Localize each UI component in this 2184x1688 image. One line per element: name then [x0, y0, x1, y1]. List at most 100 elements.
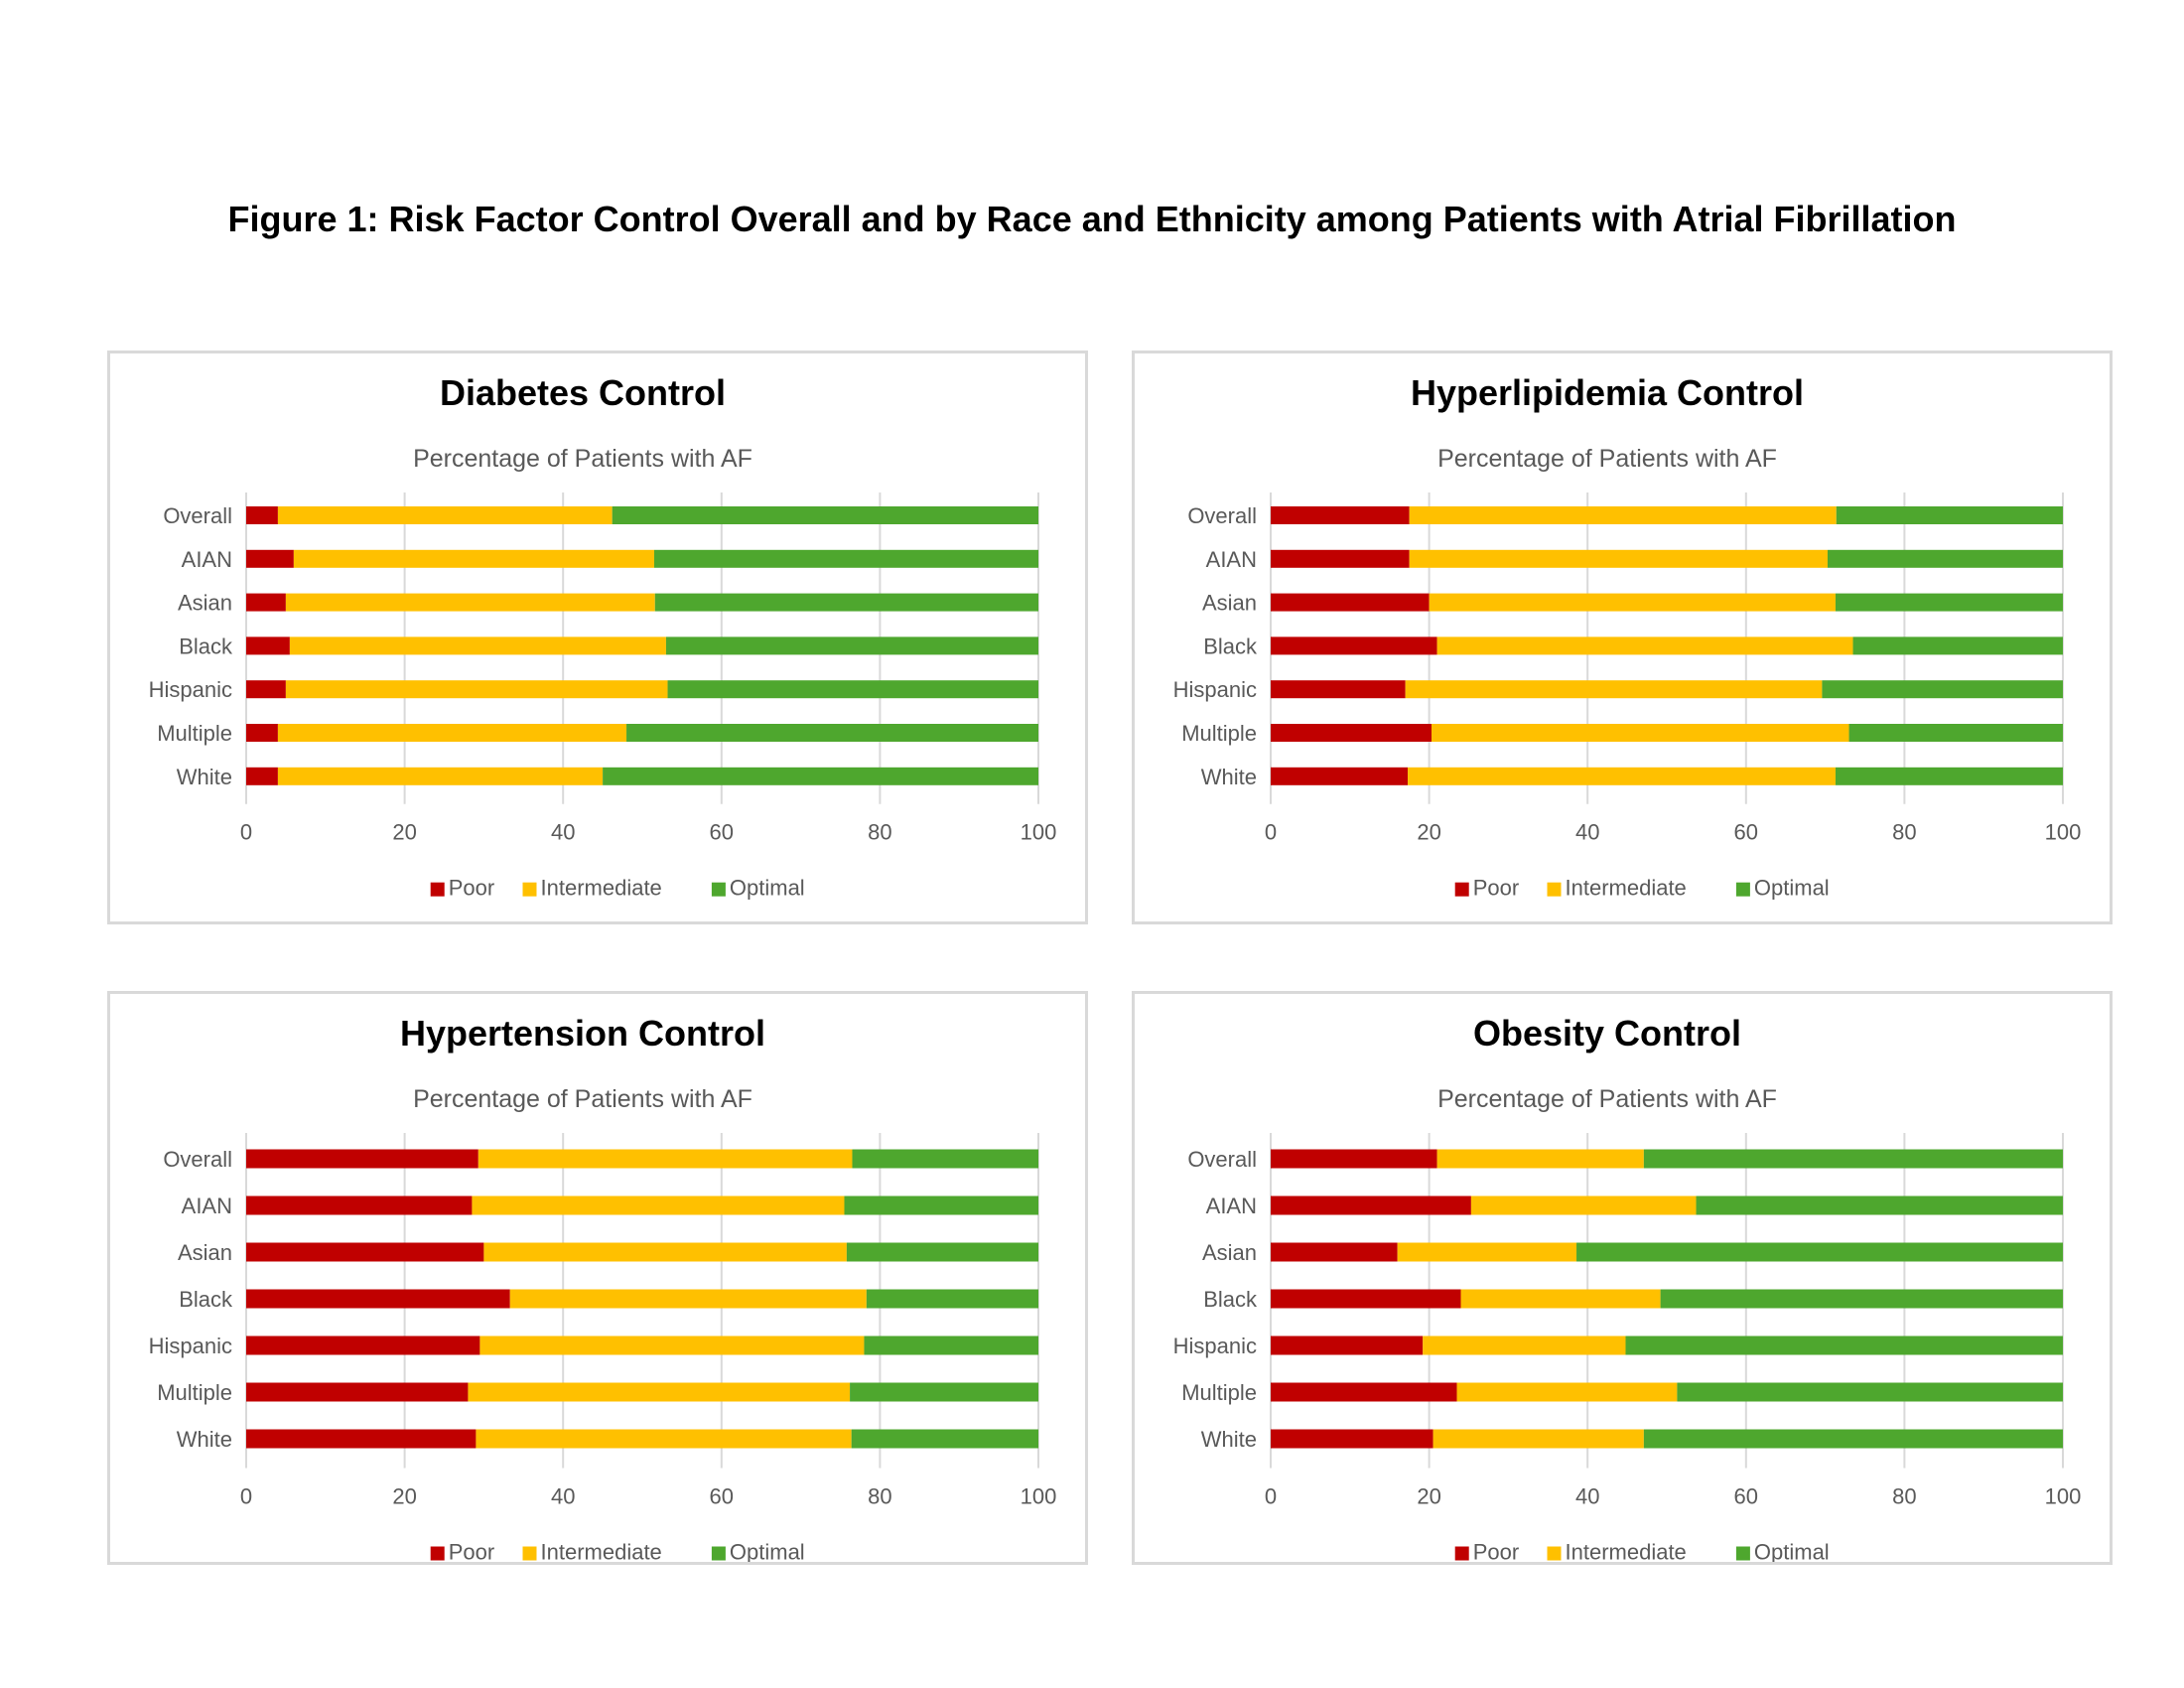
bar-poor-asian: [246, 593, 286, 612]
chart-title: Diabetes Control: [440, 372, 726, 413]
category-label-hispanic: Hispanic: [149, 677, 232, 702]
legend-label-intermediate: Intermediate: [1566, 1540, 1687, 1563]
bar-intermediate-aian: [472, 1196, 845, 1215]
chart-title: Hyperlipidemia Control: [1411, 372, 1804, 413]
legend-swatch-intermediate: [1547, 882, 1562, 897]
bar-optimal-asian: [846, 1242, 1038, 1262]
bar-optimal-asian: [654, 593, 1038, 612]
bar-optimal-overall: [612, 506, 1038, 524]
legend-label-optimal: Optimal: [1754, 1540, 1830, 1563]
legend-swatch-optimal: [711, 882, 726, 897]
bar-intermediate-aian: [1470, 1196, 1697, 1215]
legend-label-intermediate: Intermediate: [541, 1540, 662, 1563]
category-label-asian: Asian: [1202, 1240, 1257, 1265]
x-tick-label: 0: [1265, 1484, 1277, 1509]
bar-intermediate-overall: [277, 506, 613, 524]
bar-optimal-black: [1660, 1289, 2063, 1309]
legend-swatch-poor: [430, 1546, 445, 1561]
bar-poor-aian: [1271, 1196, 1471, 1215]
bar-poor-overall: [246, 506, 278, 524]
bar-poor-multiple: [246, 1382, 469, 1402]
x-tick-label: 80: [868, 1484, 891, 1509]
legend-label-optimal: Optimal: [730, 1540, 805, 1563]
chart-panel-diabetes: Diabetes Control Percentage of Patients w…: [107, 351, 1088, 924]
bar-poor-aian: [246, 1196, 473, 1215]
bar-optimal-overall: [1643, 1149, 2063, 1169]
x-tick-label: 0: [240, 820, 252, 845]
legend-swatch-optimal: [1735, 882, 1750, 897]
bar-intermediate-aian: [1409, 549, 1828, 568]
category-label-black: Black: [179, 1287, 233, 1312]
legend-swatch-poor: [1454, 882, 1469, 897]
bar-optimal-hispanic: [667, 680, 1038, 699]
legend-swatch-intermediate: [522, 1546, 537, 1561]
bar-poor-asian: [246, 1242, 484, 1262]
x-tick-label: 100: [2045, 820, 2082, 845]
x-tick-label: 20: [1417, 820, 1440, 845]
x-tick-label: 0: [240, 1484, 252, 1509]
bar-poor-white: [246, 767, 278, 785]
x-tick-label: 80: [868, 820, 891, 845]
x-tick-label: 100: [1021, 1484, 1057, 1509]
bar-poor-black: [1271, 636, 1437, 655]
chart-subtitle: Percentage of Patients with AF: [1437, 445, 1777, 473]
bar-optimal-hispanic: [1625, 1336, 2063, 1355]
chart-title: Hypertension Control: [400, 1013, 765, 1054]
chart-subtitle: Percentage of Patients with AF: [1437, 1085, 1777, 1113]
chart-svg: Hypertension Control Percentage of Patien…: [149, 1013, 1057, 1563]
bar-poor-white: [246, 1429, 477, 1449]
bar-intermediate-white: [277, 767, 604, 785]
category-label-overall: Overall: [163, 503, 232, 528]
category-label-hispanic: Hispanic: [1173, 1334, 1257, 1358]
category-label-asian: Asian: [1202, 591, 1257, 616]
x-tick-label: 20: [1417, 1484, 1440, 1509]
category-label-aian: AIAN: [1206, 1194, 1257, 1218]
bar-intermediate-asian: [285, 593, 655, 612]
category-label-white: White: [1201, 1427, 1257, 1452]
bar-poor-multiple: [246, 724, 278, 742]
bar-poor-hispanic: [246, 1336, 480, 1355]
chart-panel-obesity: Obesity Control Percentage of Patients wi…: [1132, 991, 2113, 1565]
x-tick-label: 60: [1734, 1484, 1758, 1509]
bar-intermediate-asian: [1397, 1242, 1577, 1262]
bar-optimal-white: [851, 1429, 1038, 1449]
bar-poor-black: [246, 1289, 510, 1309]
legend-label-optimal: Optimal: [730, 876, 805, 901]
bar-optimal-overall: [1836, 506, 2063, 524]
category-label-white: White: [177, 765, 232, 789]
legend-label-poor: Poor: [1473, 876, 1519, 901]
bar-optimal-hispanic: [1822, 680, 2063, 699]
category-label-aian: AIAN: [182, 1194, 232, 1218]
x-tick-label: 40: [1575, 1484, 1599, 1509]
bar-optimal-multiple: [850, 1382, 1038, 1402]
bar-poor-multiple: [1271, 1382, 1457, 1402]
x-tick-label: 40: [551, 1484, 575, 1509]
bar-intermediate-hispanic: [285, 680, 668, 699]
x-tick-label: 80: [1892, 1484, 1916, 1509]
bar-optimal-overall: [852, 1149, 1038, 1169]
legend-label-intermediate: Intermediate: [1566, 876, 1687, 901]
bar-intermediate-asian: [483, 1242, 847, 1262]
bar-intermediate-asian: [1429, 593, 1836, 612]
category-label-asian: Asian: [178, 1240, 232, 1265]
bar-poor-overall: [1271, 506, 1410, 524]
bar-optimal-asian: [1835, 593, 2063, 612]
chart-svg: Diabetes Control Percentage of Patients w…: [149, 372, 1057, 901]
chart-subtitle: Percentage of Patients with AF: [413, 1085, 752, 1113]
bar-optimal-white: [603, 767, 1038, 785]
category-label-black: Black: [179, 633, 233, 658]
bar-intermediate-multiple: [277, 724, 627, 742]
category-label-aian: AIAN: [1206, 547, 1257, 572]
x-tick-label: 0: [1265, 820, 1277, 845]
bar-intermediate-multiple: [1456, 1382, 1678, 1402]
chart-panel-hyperlipidemia: Hyperlipidemia Control Percentage of Pati…: [1132, 351, 2113, 924]
bar-intermediate-white: [476, 1429, 852, 1449]
bar-optimal-hispanic: [864, 1336, 1038, 1355]
legend-swatch-optimal: [711, 1546, 726, 1561]
bar-poor-black: [1271, 1289, 1461, 1309]
bar-intermediate-black: [1436, 636, 1853, 655]
category-label-multiple: Multiple: [1181, 721, 1257, 746]
bar-poor-white: [1271, 767, 1409, 785]
bar-optimal-black: [1852, 636, 2063, 655]
bar-poor-black: [246, 636, 290, 655]
